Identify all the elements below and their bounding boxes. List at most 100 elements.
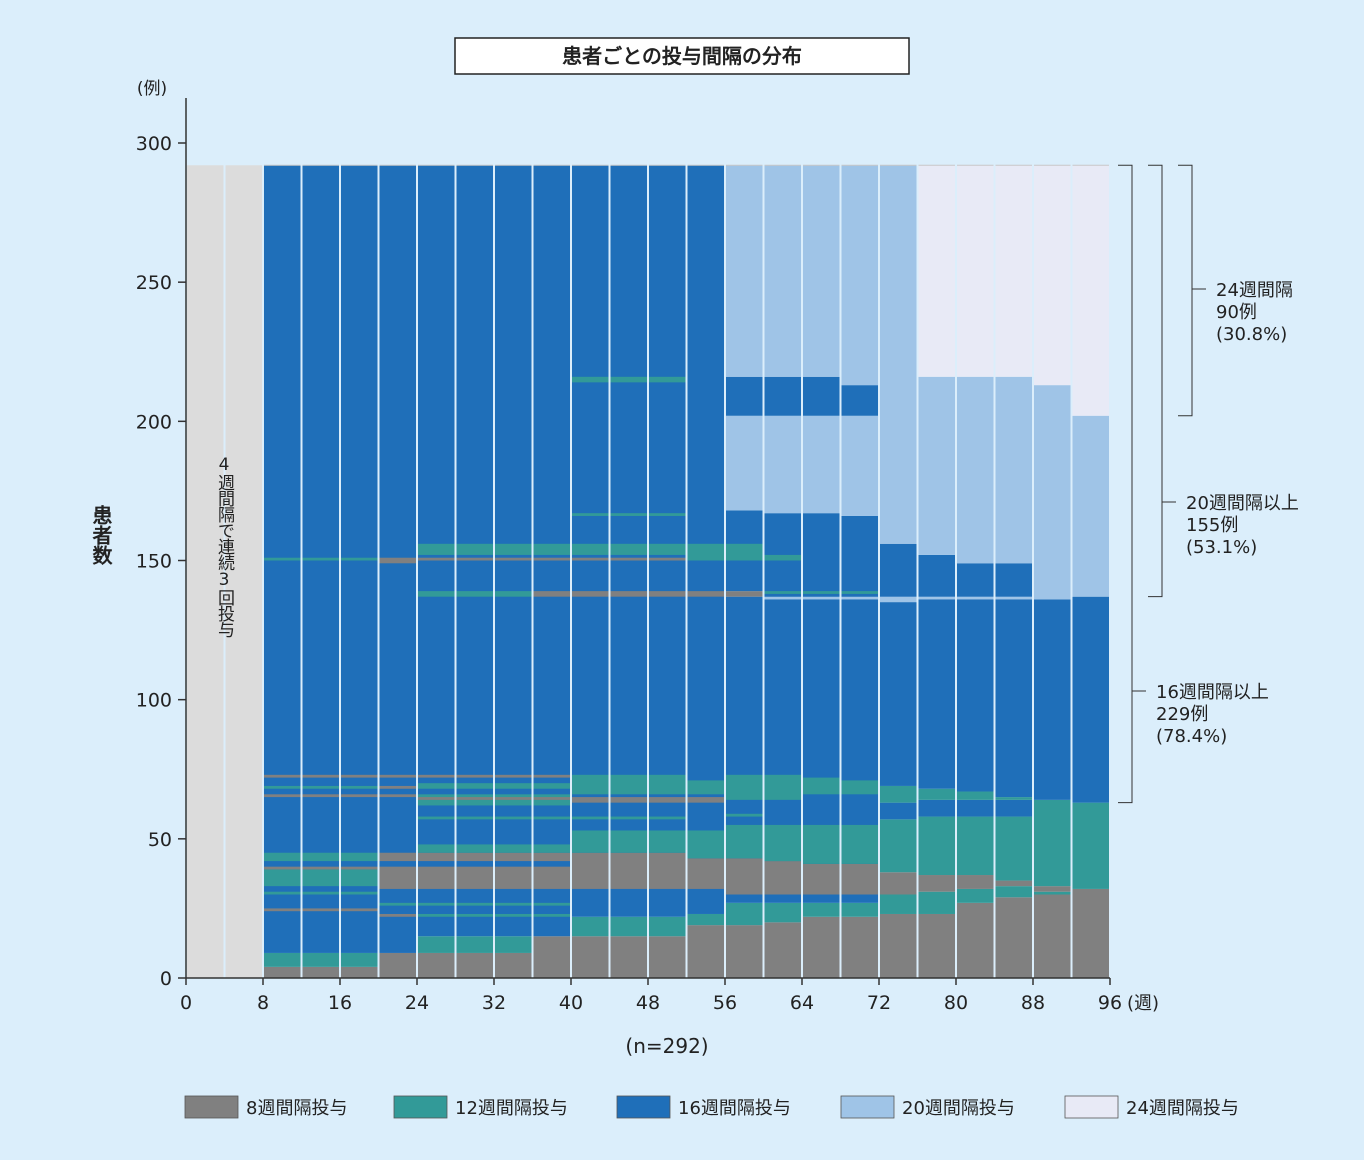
bar-segment-20週間隔投与 — [995, 376, 1032, 564]
bar-segment-12週間隔投与 — [687, 830, 724, 859]
loading-phase-bar — [187, 165, 224, 978]
bar-segment-8週間隔投与 — [764, 922, 801, 978]
legend-label: 12週間隔投与 — [455, 1098, 568, 1119]
bar-segment-20週間隔投与 — [918, 376, 955, 555]
y-tick-label: 150 — [136, 551, 172, 573]
bar-segment-12週間隔投与 — [456, 783, 493, 789]
bar-segment-8週間隔投与 — [957, 875, 994, 889]
bar-segment-8週間隔投与 — [610, 852, 647, 889]
bar-segment-8週間隔投与 — [302, 966, 339, 978]
bar-segment-8週間隔投与 — [533, 866, 570, 889]
bar-segment-8週間隔投与 — [764, 861, 801, 895]
bar-segment-12週間隔投与 — [379, 902, 416, 906]
bar-segment-12週間隔投与 — [456, 794, 493, 806]
bar-segment-16週間隔投与 — [918, 554, 955, 789]
bar-segment-12週間隔投与 — [687, 913, 724, 926]
bar-segment-12週間隔投与 — [610, 376, 647, 383]
column-24 — [418, 164, 455, 978]
bar-segment-8週間隔投与 — [495, 866, 532, 889]
column-84 — [995, 164, 1032, 978]
bar-segment-8週間隔投与 — [803, 863, 840, 895]
column-64 — [803, 164, 840, 978]
bar-segment-8週間隔投与 — [264, 866, 301, 870]
column-88 — [1034, 164, 1071, 978]
bar-segment-16週間隔投与 — [880, 543, 917, 786]
bar-segment-8週間隔投与 — [495, 797, 532, 800]
bar-segment-20週間隔投与 — [1034, 385, 1071, 600]
bar-segment-16週間隔投与 — [649, 165, 686, 917]
bar-segment-12週間隔投与 — [764, 902, 801, 923]
bar-segment-16週間隔投与 — [726, 376, 763, 416]
bar-segment-8週間隔投与 — [572, 591, 609, 597]
bar-segment-12週間隔投与 — [687, 780, 724, 795]
bar-segment-12週間隔投与 — [957, 791, 994, 800]
legend-swatch — [616, 1095, 671, 1119]
bar-segment-12週間隔投与 — [418, 936, 455, 953]
bar-segment-8週間隔投与 — [918, 913, 955, 978]
y-tick-label: 0 — [160, 968, 172, 990]
bar-segment-12週間隔投与 — [803, 902, 840, 917]
bar-segment-12週間隔投与 — [610, 830, 647, 853]
bar-segment-12週間隔投与 — [302, 869, 339, 887]
bar-segment-12週間隔投与 — [1034, 799, 1071, 887]
bar-segment-8週間隔投与 — [1034, 894, 1071, 978]
bar-segment-8週間隔投与 — [302, 774, 339, 778]
bar-segment-8週間隔投与 — [649, 936, 686, 978]
bar-segment-12週間隔投与 — [418, 794, 455, 806]
column-56 — [726, 164, 763, 978]
bar-segment-8週間隔投与 — [495, 774, 532, 778]
y-ticks: 0 50 100 150 200 250 300 — [136, 133, 186, 990]
bar-segment-12週間隔投与 — [880, 819, 917, 873]
annotation-text: 90例 — [1216, 302, 1257, 323]
legend-label: 16週間隔投与 — [678, 1098, 791, 1119]
bar-segment-12週間隔投与 — [803, 777, 840, 795]
bar-segment-20週間隔投与 — [764, 596, 801, 600]
x-tick-label: 0 — [180, 992, 192, 1014]
bar-segment-16週間隔投与 — [803, 376, 840, 416]
bar-segment-20週間隔投与 — [726, 415, 763, 511]
bar-segment-16週間隔投与 — [610, 165, 647, 917]
bar-segment-12週間隔投与 — [841, 591, 878, 594]
legend-item: 16週間隔投与 — [616, 1095, 791, 1119]
legend-swatch — [1064, 1095, 1119, 1119]
bar-segment-8週間隔投与 — [456, 852, 493, 862]
bar-segment-16週間隔投与 — [841, 515, 878, 597]
bar-segment-12週間隔投与 — [418, 816, 455, 820]
bar-segment-8週間隔投与 — [418, 557, 455, 561]
bar-segment-12週間隔投与 — [418, 902, 455, 906]
bar-segment-8週間隔投与 — [649, 557, 686, 561]
x-ticks: 0 8 16 24 32 40 48 56 64 72 80 88 96 — [180, 978, 1122, 1014]
bar-segment-12週間隔投与 — [456, 913, 493, 917]
bar-segment-8週間隔投与 — [341, 966, 378, 978]
bar-segment-12週間隔投与 — [610, 774, 647, 795]
bar-segment-8週間隔投与 — [995, 880, 1032, 887]
bar-segment-12週間隔投与 — [1072, 802, 1109, 889]
bar-segment-8週間隔投与 — [918, 875, 955, 892]
bar-segment-16週間隔投与 — [880, 802, 917, 820]
bar-segment-12週間隔投与 — [341, 952, 378, 967]
bar-segment-24週間隔投与 — [1072, 165, 1109, 416]
column-16 — [341, 164, 378, 978]
bar-segment-12週間隔投与 — [456, 936, 493, 953]
loading-phase-label: 4週間隔で連続3回投与 — [214, 455, 235, 638]
bar-segment-8週間隔投与 — [341, 794, 378, 798]
bar-segment-8週間隔投与 — [610, 797, 647, 803]
bar-segment-12週間隔投与 — [610, 513, 647, 516]
annotation-text: (78.4%) — [1156, 726, 1227, 747]
bar-segment-12週間隔投与 — [495, 902, 532, 906]
bar-segment-12週間隔投与 — [341, 557, 378, 561]
x-tick-label: 88 — [1021, 992, 1045, 1014]
bar-segment-12週間隔投与 — [264, 869, 301, 887]
annotation-text: 229例 — [1156, 704, 1208, 725]
x-tick-label: 24 — [405, 992, 429, 1014]
chart-title: 患者ごとの投与間隔の分布 — [562, 44, 802, 68]
bar-segment-8週間隔投与 — [880, 913, 917, 978]
bar-segment-12週間隔投与 — [649, 916, 686, 937]
column-32 — [495, 164, 532, 978]
bar-segment-12週間隔投与 — [495, 783, 532, 789]
bar-segment-12週間隔投与 — [418, 783, 455, 789]
bar-segment-12週間隔投与 — [649, 816, 686, 820]
bar-segment-20週間隔投与 — [841, 165, 878, 386]
